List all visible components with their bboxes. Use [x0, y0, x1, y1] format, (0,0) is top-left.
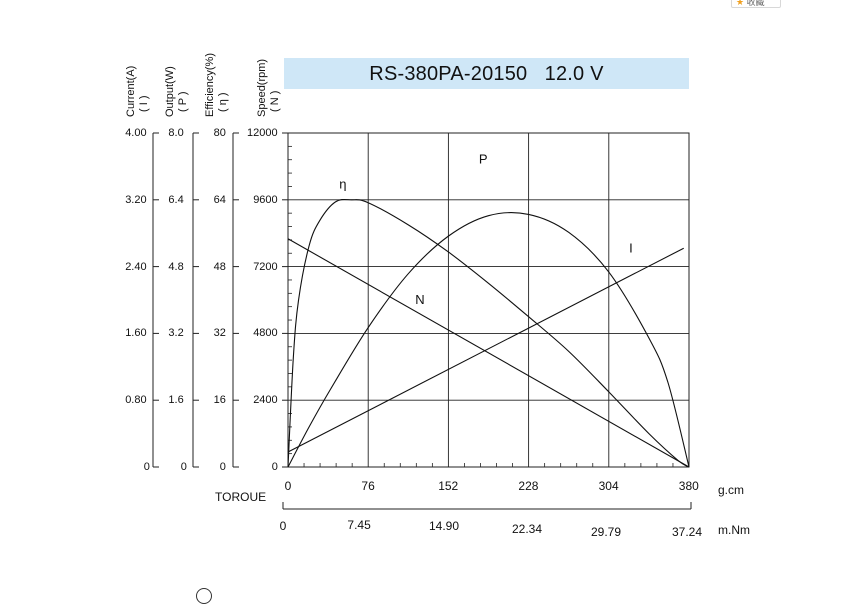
chart-title-bar [284, 58, 689, 89]
partial-circle-icon [196, 588, 212, 604]
series-line-efficiency [287, 198, 690, 468]
curve-label: P [479, 152, 488, 167]
gcm-tick-label: 152 [438, 479, 459, 493]
gcm-tick-label: 304 [598, 479, 619, 493]
efficiency-tick-label: 80 [213, 127, 226, 139]
mnm-tick-label: 0 [279, 519, 287, 533]
mnm-tick-label: 14.90 [429, 519, 460, 533]
speed-tick-label: 12000 [247, 127, 278, 139]
favorite-label: 收藏 [746, 0, 765, 7]
speed-tick-label: 4800 [253, 327, 278, 340]
output-tick-label: 8.0 [168, 127, 184, 139]
gcm-unit: g.cm [718, 483, 745, 497]
speed-tick-label: 2400 [253, 394, 278, 407]
curve-label: I [629, 241, 633, 256]
series-line-current [287, 247, 684, 453]
curve-label: η [339, 177, 346, 192]
efficiency-tick-label: 16 [213, 394, 226, 407]
output-tick-label: 3.2 [168, 327, 184, 340]
efficiency-tick-label: 0 [219, 461, 226, 473]
output-tick-label: 6.4 [168, 193, 184, 206]
series-line-speed [287, 238, 690, 468]
speed-tick-label: 0 [271, 461, 278, 473]
star-icon: ★ [736, 0, 745, 7]
output-tick-label: 0 [180, 461, 187, 473]
curve-label: N [415, 292, 424, 307]
speed-tick-label: 9600 [253, 193, 278, 206]
torque-label: TOROUE [215, 490, 267, 504]
mnm-tick-label: 29.79 [591, 525, 622, 539]
efficiency-tick-label: 32 [213, 327, 226, 340]
current-tick-label: 3.20 [125, 193, 147, 206]
current-tick-label: 1.60 [125, 327, 147, 340]
speed-tick-label: 7200 [253, 260, 278, 273]
series-line-output [287, 212, 690, 468]
efficiency-tick-label: 64 [213, 193, 226, 206]
mnm-tick-label: 37.24 [672, 525, 703, 539]
gcm-tick-label: 76 [361, 479, 375, 493]
gcm-tick-label: 228 [518, 479, 539, 493]
current-tick-label: 2.40 [125, 260, 147, 273]
gcm-tick-label: 380 [678, 479, 699, 493]
efficiency-tick-label: 48 [213, 260, 226, 273]
chart-title: RS-380PA-20150 12.0 V [369, 63, 604, 85]
mnm-tick-label: 22.34 [512, 522, 543, 536]
plot-frame [287, 132, 690, 468]
current-tick-label: 0 [143, 461, 150, 473]
mnm-unit: m.Nm [718, 523, 750, 537]
output-tick-label: 1.6 [168, 394, 184, 407]
mnm-tick-label: 7.45 [347, 518, 371, 532]
current-tick-label: 4.00 [125, 127, 147, 139]
favorite-badge[interactable]: ★ 收藏 [731, 0, 781, 8]
current-tick-label: 0.80 [125, 394, 147, 407]
output-tick-label: 4.8 [168, 260, 184, 273]
gcm-tick-label: 0 [284, 479, 292, 493]
